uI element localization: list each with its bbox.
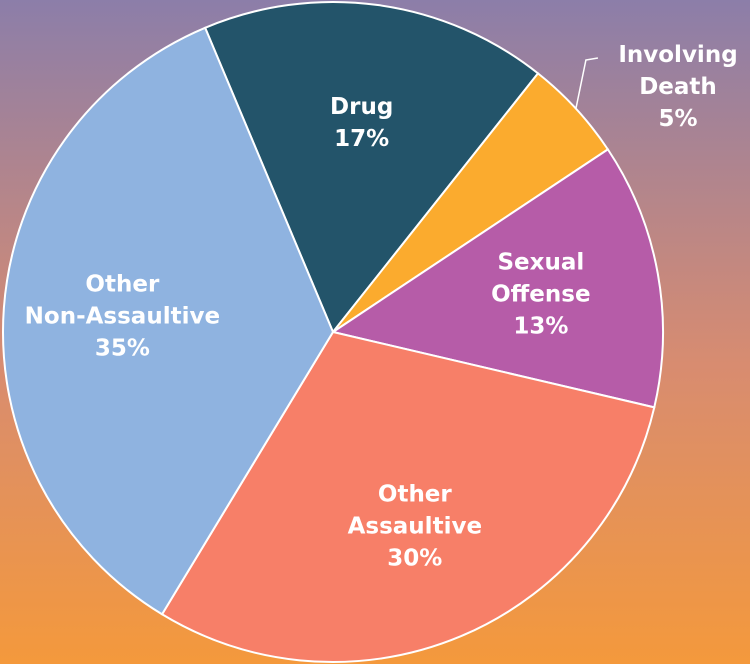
category-label-line: Drug: [330, 93, 393, 119]
leader-line: [575, 57, 599, 109]
category-label-line: Involving: [618, 42, 737, 68]
pie-slice: [330, 147, 664, 409]
slice-label: Drug 17%: [330, 93, 393, 151]
slice-label: Involving Death 5%: [618, 42, 737, 132]
slice-label: Sexual Offense 13%: [491, 249, 590, 339]
pie-slice: [160, 330, 656, 663]
category-label: Other Assaultive: [348, 481, 482, 539]
category-label: Drug: [330, 93, 393, 119]
pie-slice: [203, 1, 540, 334]
category-label-line: Non-Assaultive: [25, 303, 220, 329]
category-label-line: Other: [85, 271, 160, 297]
slice-label: Other Assaultive 30%: [348, 481, 482, 571]
value-label: 35%: [95, 335, 150, 361]
value-label: 5%: [658, 106, 697, 132]
slice-label: Other Non-Assaultive 35%: [25, 271, 220, 361]
pie-slice: [2, 26, 335, 616]
category-label: Sexual Offense: [491, 249, 590, 307]
value-label: 30%: [387, 545, 442, 571]
category-label-line: Other: [378, 481, 453, 507]
category-label-line: Sexual: [497, 249, 584, 275]
category-label: Other Non-Assaultive: [25, 271, 220, 329]
value-label: 17%: [334, 125, 389, 151]
value-label: 13%: [513, 313, 568, 339]
category-label: Involving Death: [618, 42, 737, 100]
category-label-line: Death: [639, 74, 717, 100]
category-label-line: Assaultive: [348, 513, 482, 539]
category-label-line: Offense: [491, 281, 590, 307]
